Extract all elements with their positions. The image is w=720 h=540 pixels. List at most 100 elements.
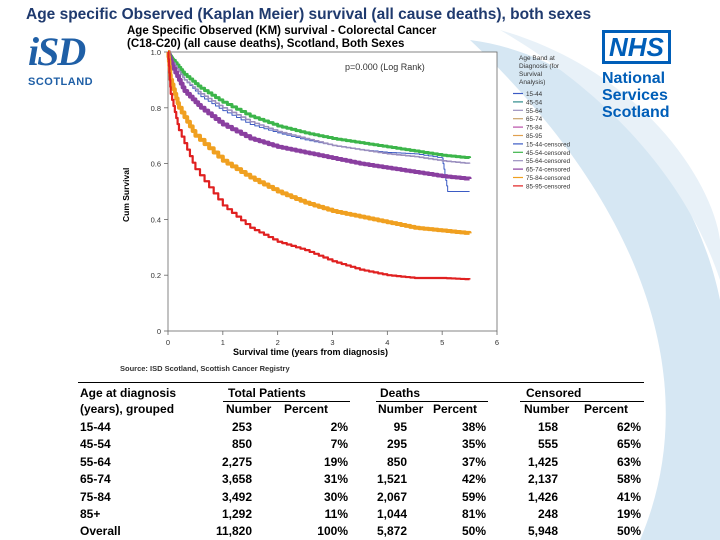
table-cell-d_p: 37% xyxy=(461,454,486,469)
header-total-percent: Percent xyxy=(284,402,329,416)
survival-table: Age at diagnosis (years), grouped Total … xyxy=(78,382,650,540)
x-tick-label: 1 xyxy=(221,338,225,347)
x-tick-label: 4 xyxy=(385,338,389,347)
table-cell-tp_n: 3,492 xyxy=(221,489,252,504)
deaths-underline xyxy=(376,401,488,402)
table-cell-tp_n: 11,820 xyxy=(215,524,252,539)
legend-title-line: Diagnosis (for xyxy=(519,63,560,70)
legend-item: 75-84 xyxy=(526,125,543,132)
table-cell-c_p: 50% xyxy=(616,524,641,539)
table-cell-c_n: 2,137 xyxy=(527,472,558,487)
header-age-line2: (years), grouped xyxy=(80,402,175,416)
legend-title-line: Survival xyxy=(519,71,543,78)
chart-source: Source: ISD Scotland, Scottish Cancer Re… xyxy=(120,364,290,373)
isd-logo-text: iSD xyxy=(28,29,86,74)
header-deaths: Deaths xyxy=(380,386,421,400)
chart-title-line2: (C18-C20) (all cause deaths), Scotland, … xyxy=(127,38,404,50)
table-cell-c_p: 63% xyxy=(616,454,641,469)
chart-title-line1: Age Specific Observed (KM) survival - Co… xyxy=(127,25,437,37)
legend-item: 55-64-censored xyxy=(526,158,571,165)
table-cell-tp_p: 31% xyxy=(323,472,348,487)
table-top-rule xyxy=(78,382,644,383)
table-cell-d_n: 850 xyxy=(386,454,407,469)
isd-logo-subtext: SCOTLAND xyxy=(28,76,94,88)
x-tick-label: 2 xyxy=(276,338,280,347)
log-rank-annotation: p=0.000 (Log Rank) xyxy=(345,62,425,72)
legend-item: 45-54-censored xyxy=(526,150,571,157)
isd-logo: iSD SCOTLAND xyxy=(28,32,106,94)
table-cell-d_n: 2,067 xyxy=(376,489,407,504)
swoosh-shape-light xyxy=(500,30,720,280)
legend-item: 85-95 xyxy=(526,133,543,140)
y-tick-label: 0.2 xyxy=(151,271,161,280)
table-cell-d_p: 59% xyxy=(461,489,486,504)
legend-title-line: Analysis) xyxy=(519,79,545,86)
table-cell-c_p: 58% xyxy=(616,472,641,487)
table-cell-c_n: 555 xyxy=(537,437,558,452)
table-cell-c_n: 158 xyxy=(537,420,558,434)
y-tick-label: 0 xyxy=(157,327,161,336)
table-cell-d_p: 81% xyxy=(461,507,486,521)
header-total-number: Number xyxy=(226,402,272,416)
table-cell-c_p: 41% xyxy=(616,489,641,504)
table-cell-d_n: 5,872 xyxy=(376,524,407,539)
swoosh-shape xyxy=(470,40,720,540)
header-censored: Censored xyxy=(526,386,582,400)
table-cell-tp_p: 11% xyxy=(324,507,348,521)
table-cell-d_n: 1,044 xyxy=(376,507,407,521)
nhs-line-2: Services xyxy=(602,87,668,104)
table-cell-tp_p: 2% xyxy=(330,420,348,434)
table-cell-tp_n: 253 xyxy=(231,420,252,434)
table-cell-age: Overall xyxy=(80,524,121,539)
table-cell-age: 15-44 xyxy=(80,420,111,434)
x-tick-label: 6 xyxy=(495,338,499,347)
table-cell-tp_p: 100% xyxy=(317,524,348,539)
table-cell-d_n: 95 xyxy=(393,420,407,434)
legend-item: 15-44-censored xyxy=(526,141,571,148)
nhs-line-3: Scotland xyxy=(602,104,670,121)
table-cell-tp_n: 3,658 xyxy=(221,472,252,487)
table-cell-age: 75-84 xyxy=(80,489,111,504)
legend-item: 65-74 xyxy=(526,116,543,123)
header-deaths-percent: Percent xyxy=(433,402,478,416)
table-cell-tp_p: 30% xyxy=(323,489,348,504)
nhs-logo: NHS National Services Scotland xyxy=(602,30,692,130)
page-title: Age specific Observed (Kaplan Meier) sur… xyxy=(26,6,592,23)
series-line-85-95 xyxy=(167,50,471,281)
table-cell-age: 65-74 xyxy=(80,472,111,487)
x-axis-label: Survival time (years from diagnosis) xyxy=(233,347,388,357)
table-cell-c_p: 62% xyxy=(616,420,641,434)
y-tick-label: 0.6 xyxy=(151,160,161,169)
table-cell-c_n: 248 xyxy=(537,507,558,521)
legend-item: 55-64 xyxy=(526,108,543,115)
series-line-45-54 xyxy=(167,50,472,160)
legend-title-line: Age Band at xyxy=(519,55,555,62)
x-tick-label: 0 xyxy=(166,338,170,347)
header-censored-number: Number xyxy=(524,402,570,416)
censored-underline xyxy=(520,401,644,402)
table-cell-tp_n: 2,275 xyxy=(221,454,252,469)
legend-item: 45-54 xyxy=(526,99,543,106)
table-cell-d_p: 38% xyxy=(461,420,486,434)
series-line-75-84 xyxy=(166,50,472,235)
table-cell-d_n: 295 xyxy=(386,437,407,452)
table-cell-d_n: 1,521 xyxy=(376,472,407,487)
legend-item: 65-74-censored xyxy=(526,167,571,174)
table-cell-c_n: 1,426 xyxy=(527,489,558,504)
y-tick-label: 1.0 xyxy=(151,48,161,57)
legend-item: 15-44 xyxy=(526,91,543,98)
nhs-line-1: National xyxy=(602,70,666,87)
x-tick-label: 5 xyxy=(440,338,444,347)
km-survival-chart: Age Specific Observed (KM) survival - Co… xyxy=(120,25,571,373)
table-cell-tp_p: 19% xyxy=(323,454,348,469)
table-cell-d_p: 35% xyxy=(461,437,486,452)
y-axis-label: Cum Survival xyxy=(121,168,131,222)
header-censored-percent: Percent xyxy=(584,402,629,416)
table-cell-c_n: 5,948 xyxy=(527,524,558,539)
y-tick-label: 0.4 xyxy=(151,215,161,224)
nhs-badge: NHS xyxy=(602,30,671,64)
header-deaths-number: Number xyxy=(378,402,424,416)
table-cell-tp_n: 1,292 xyxy=(221,507,252,521)
table-cell-d_p: 42% xyxy=(461,472,486,487)
table-cell-c_p: 65% xyxy=(616,437,641,452)
